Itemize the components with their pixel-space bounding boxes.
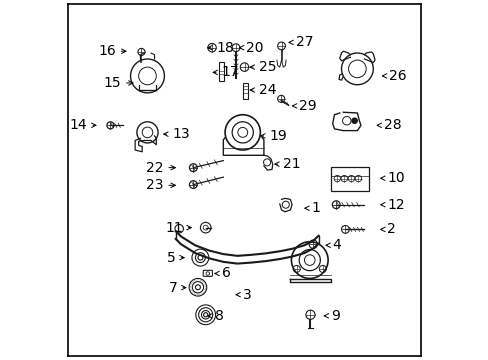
Text: 28: 28 <box>376 118 401 132</box>
Text: 8: 8 <box>207 309 223 323</box>
Text: 14: 14 <box>70 118 96 132</box>
Circle shape <box>351 118 357 123</box>
Text: 19: 19 <box>260 129 286 143</box>
Text: 1: 1 <box>304 201 320 215</box>
Text: 27: 27 <box>288 35 312 49</box>
Text: 23: 23 <box>145 178 175 192</box>
Text: 24: 24 <box>250 83 276 97</box>
Text: 16: 16 <box>98 44 126 58</box>
Text: 22: 22 <box>145 161 175 175</box>
Text: 4: 4 <box>325 238 341 252</box>
Text: 21: 21 <box>274 157 300 171</box>
Text: 26: 26 <box>382 69 406 83</box>
Text: 12: 12 <box>380 198 404 212</box>
Text: 13: 13 <box>163 127 189 141</box>
Text: 5: 5 <box>166 251 184 265</box>
Text: 9: 9 <box>324 309 339 323</box>
Text: 20: 20 <box>239 41 263 55</box>
Text: 17: 17 <box>213 66 239 80</box>
Text: 11: 11 <box>164 221 191 235</box>
Text: 18: 18 <box>207 41 234 55</box>
Text: 7: 7 <box>168 280 185 294</box>
Text: 15: 15 <box>103 76 133 90</box>
Bar <box>330 167 368 190</box>
Text: 29: 29 <box>292 99 316 113</box>
Bar <box>243 83 247 99</box>
Text: 2: 2 <box>380 222 395 237</box>
Text: 10: 10 <box>380 171 404 185</box>
Text: 3: 3 <box>236 288 251 302</box>
Text: 6: 6 <box>214 266 230 280</box>
Text: 25: 25 <box>250 60 276 74</box>
Bar <box>219 62 224 81</box>
